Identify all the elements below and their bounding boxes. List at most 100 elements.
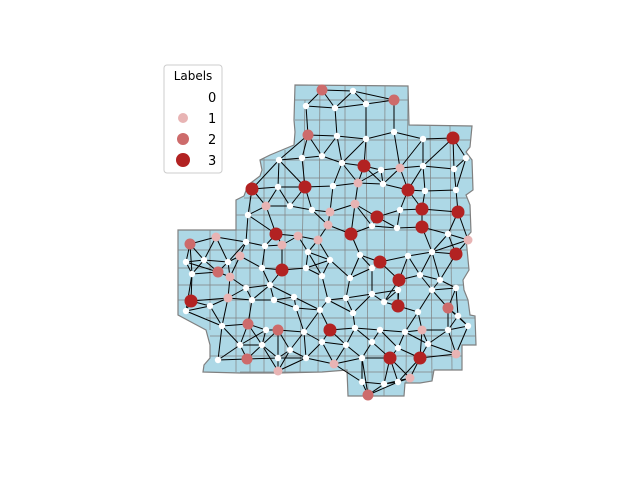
graph-node-label-0: [218, 322, 226, 330]
graph-node-label-1: [325, 207, 335, 217]
graph-node-label-0: [404, 252, 412, 260]
graph-node-label-3: [413, 351, 427, 365]
graph-node-label-0: [368, 338, 376, 346]
graph-edge: [261, 245, 266, 269]
graph-node-label-0: [362, 135, 370, 143]
county-border: [383, 85, 386, 396]
graph-edge: [203, 259, 229, 263]
graph-node-label-3: [383, 351, 397, 365]
graph-node-label-0: [428, 248, 436, 256]
graph-node-label-0: [236, 341, 244, 349]
graph-edge: [293, 296, 321, 311]
graph-edge: [332, 162, 343, 187]
graph-edge: [352, 90, 395, 101]
graph-node-label-0: [292, 304, 300, 312]
graph-node-label-0: [380, 380, 388, 388]
graph-edge: [447, 325, 469, 331]
graph-edge: [345, 277, 351, 299]
graph-node-label-0: [324, 296, 332, 304]
graph-node-label-0: [356, 251, 364, 259]
graph-node-label-0: [444, 230, 452, 238]
graph-node-label-2: [388, 94, 400, 106]
graph-edge: [305, 259, 331, 269]
graph-node-label-1: [323, 220, 333, 230]
graph-node-label-0: [188, 270, 196, 278]
graph-node-label-0: [428, 286, 436, 294]
graph-edge: [185, 305, 211, 312]
graph-edge: [424, 189, 457, 192]
graph-node-label-0: [329, 182, 337, 190]
graph-node-label-1: [261, 201, 271, 211]
legend-label-2: 2: [208, 133, 216, 148]
graph-node-label-0: [390, 128, 398, 136]
graph-node-label-0: [182, 258, 190, 266]
graph-node-label-3: [415, 220, 429, 234]
graph-node-label-0: [462, 154, 470, 162]
graph-edge: [352, 293, 373, 314]
graph-node-label-0: [376, 326, 384, 334]
graph-edge: [419, 274, 433, 291]
graph-edge: [431, 233, 449, 253]
graph-edge: [321, 275, 329, 301]
graph-edge: [345, 293, 373, 299]
graph-edge: [341, 138, 367, 164]
graph-node-label-0: [304, 248, 312, 256]
graph-edge: [427, 343, 457, 355]
graph-node-label-0: [380, 298, 388, 306]
graph-edge: [321, 155, 343, 164]
graph-edge: [361, 357, 369, 396]
graph-edge: [221, 297, 229, 327]
graph-edge: [349, 254, 361, 279]
graph-node-label-1: [313, 235, 323, 245]
graph-node-label-3: [357, 159, 371, 173]
graph-node-label-0: [326, 256, 334, 264]
graph-node-label-0: [368, 290, 376, 298]
graph-edge: [371, 225, 398, 229]
graph-node-label-0: [275, 156, 283, 164]
graph-edge: [422, 165, 426, 192]
graph-edge: [453, 168, 457, 191]
graph-node-label-0: [242, 284, 250, 292]
graph-node-label-0: [349, 309, 357, 317]
graph-edge: [393, 131, 424, 140]
graph-node-label-0: [394, 286, 402, 294]
graph-node-label-0: [244, 211, 252, 219]
graph-node-label-1: [235, 251, 245, 261]
graph-node-label-1: [350, 199, 360, 209]
county-border: [317, 85, 321, 373]
graph-edge: [277, 357, 307, 372]
graph-node-label-0: [206, 302, 214, 310]
graph-node-label-1: [273, 366, 283, 376]
graph-node-label-0: [261, 242, 269, 250]
graph-edge: [455, 287, 459, 317]
graph-edge: [333, 363, 363, 383]
graph-node-label-1: [225, 272, 235, 282]
graph-edge: [277, 159, 280, 188]
graph-node-label-0: [419, 135, 427, 143]
graph-edge: [431, 287, 457, 291]
graph-edge: [321, 135, 338, 157]
graph-edge: [245, 284, 271, 289]
graph-edge: [209, 305, 223, 327]
graph-edge: [261, 344, 279, 372]
graph-node-label-0: [214, 356, 222, 364]
graph-edge: [327, 299, 354, 314]
graph-edge: [455, 325, 469, 355]
graph-edge: [431, 239, 469, 253]
graph-edge: [334, 107, 338, 137]
graph-edge: [365, 131, 395, 140]
legend-marker-3: [176, 153, 190, 167]
graph-edge: [215, 236, 247, 243]
graph-node-label-0: [401, 328, 409, 336]
graph-edge: [354, 327, 373, 343]
legend-marker-1: [178, 113, 188, 123]
graph-node-label-1: [293, 231, 303, 241]
graph-edge: [379, 329, 406, 333]
graph-node-label-0: [346, 274, 354, 282]
graph-node-label-3: [451, 205, 465, 219]
graph-edge: [422, 165, 455, 170]
graph-edge: [379, 329, 399, 349]
graph-node-label-1: [417, 325, 427, 335]
graph-edge: [215, 236, 229, 263]
